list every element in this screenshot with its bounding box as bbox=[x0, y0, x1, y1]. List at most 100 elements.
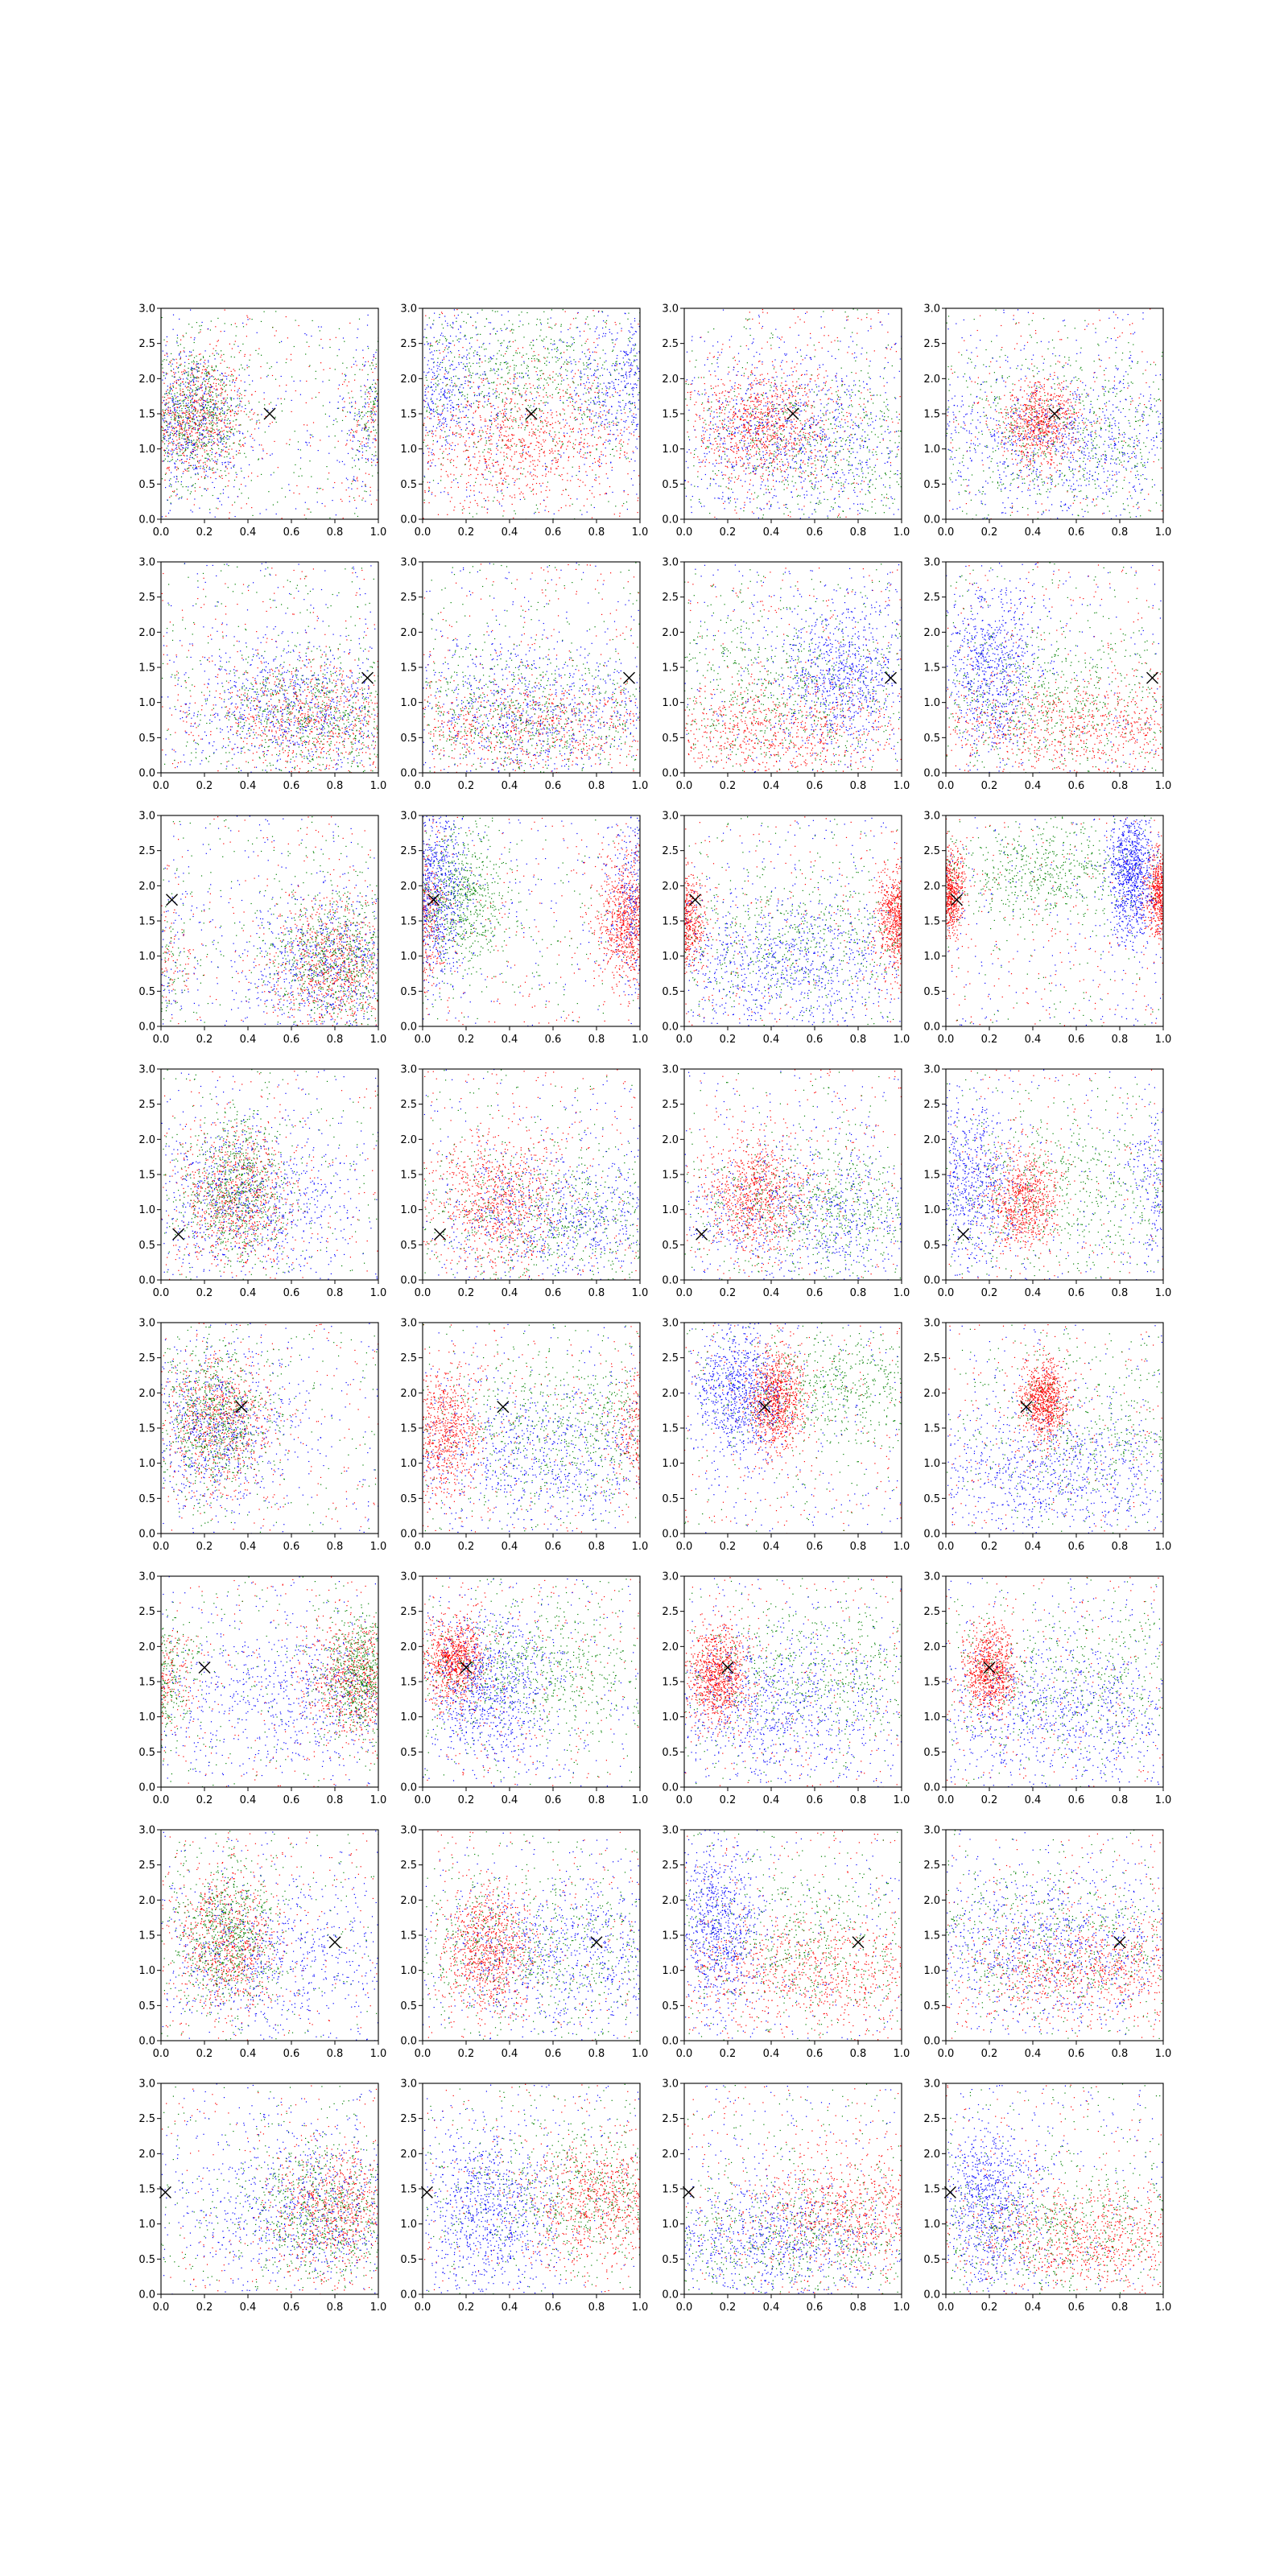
data-point bbox=[573, 359, 574, 360]
data-point bbox=[185, 439, 186, 440]
data-point bbox=[584, 401, 585, 402]
data-point bbox=[635, 429, 636, 430]
data-point bbox=[354, 437, 355, 438]
data-point bbox=[603, 333, 604, 334]
data-point bbox=[187, 434, 188, 435]
data-point bbox=[188, 363, 189, 364]
data-point bbox=[506, 436, 507, 437]
data-point bbox=[536, 391, 537, 392]
data-point bbox=[521, 442, 522, 443]
data-point bbox=[229, 436, 230, 437]
data-point bbox=[625, 387, 626, 388]
data-point bbox=[540, 387, 541, 388]
data-point bbox=[217, 439, 218, 440]
data-point bbox=[534, 351, 535, 352]
data-point bbox=[558, 466, 559, 467]
data-point bbox=[602, 388, 603, 389]
data-point bbox=[546, 473, 547, 474]
data-point bbox=[433, 362, 434, 363]
data-point bbox=[470, 365, 471, 366]
data-point bbox=[442, 367, 443, 368]
data-point bbox=[375, 358, 376, 359]
data-point bbox=[474, 350, 475, 351]
data-point bbox=[568, 457, 569, 458]
data-point bbox=[266, 453, 267, 454]
data-point bbox=[370, 487, 371, 488]
data-point bbox=[377, 459, 378, 460]
data-point bbox=[600, 357, 601, 358]
data-point bbox=[188, 386, 189, 387]
data-point bbox=[440, 389, 441, 390]
data-point bbox=[426, 377, 427, 378]
data-point bbox=[637, 365, 638, 366]
data-point bbox=[306, 442, 307, 443]
data-point bbox=[473, 446, 474, 447]
data-point bbox=[336, 421, 337, 422]
data-point bbox=[599, 459, 600, 460]
data-point bbox=[547, 422, 548, 423]
data-point bbox=[571, 363, 572, 364]
data-point bbox=[205, 458, 206, 459]
data-point bbox=[235, 341, 236, 342]
data-point bbox=[180, 403, 181, 404]
data-point bbox=[545, 476, 546, 477]
data-point bbox=[591, 428, 592, 429]
data-point bbox=[190, 377, 191, 378]
data-point bbox=[598, 369, 599, 370]
data-point bbox=[511, 445, 512, 446]
data-point bbox=[200, 359, 201, 360]
data-point bbox=[497, 461, 498, 462]
data-point bbox=[198, 399, 199, 400]
data-point bbox=[189, 390, 190, 391]
data-point bbox=[251, 410, 252, 411]
data-point bbox=[203, 365, 204, 366]
data-point bbox=[433, 411, 434, 412]
data-point bbox=[375, 430, 376, 431]
data-point bbox=[175, 460, 176, 461]
data-point bbox=[191, 412, 192, 413]
data-point bbox=[619, 363, 620, 364]
data-point bbox=[354, 513, 355, 514]
data-point bbox=[471, 406, 472, 407]
data-point bbox=[622, 400, 623, 401]
data-point bbox=[359, 411, 360, 412]
data-point bbox=[563, 468, 564, 469]
data-point bbox=[351, 429, 352, 430]
data-point bbox=[537, 508, 538, 509]
data-point bbox=[215, 413, 216, 414]
data-point bbox=[237, 346, 238, 347]
data-point bbox=[373, 360, 374, 361]
data-point bbox=[369, 396, 370, 397]
data-point bbox=[364, 428, 365, 429]
data-point bbox=[481, 438, 482, 439]
data-point bbox=[439, 383, 440, 384]
data-point bbox=[584, 374, 585, 375]
data-point bbox=[370, 491, 371, 492]
data-point bbox=[243, 326, 244, 327]
data-point bbox=[163, 433, 164, 434]
data-point bbox=[188, 407, 189, 408]
data-point bbox=[337, 408, 338, 409]
data-point bbox=[596, 328, 597, 329]
data-point bbox=[364, 491, 365, 492]
data-point bbox=[235, 411, 236, 412]
data-point bbox=[563, 490, 564, 491]
data-point bbox=[210, 431, 211, 432]
data-point bbox=[610, 440, 611, 441]
data-point bbox=[530, 461, 531, 462]
data-point bbox=[203, 420, 204, 421]
data-point bbox=[193, 375, 194, 376]
data-point bbox=[598, 311, 599, 312]
data-point bbox=[530, 472, 531, 473]
data-point bbox=[501, 345, 502, 346]
data-point bbox=[220, 414, 221, 415]
data-point bbox=[218, 340, 219, 341]
data-point bbox=[298, 449, 299, 450]
data-point bbox=[464, 395, 465, 396]
data-point bbox=[371, 389, 372, 390]
data-point bbox=[195, 450, 196, 451]
data-point bbox=[246, 503, 247, 504]
data-point bbox=[188, 425, 189, 426]
data-point bbox=[555, 389, 556, 390]
data-point bbox=[210, 413, 211, 414]
